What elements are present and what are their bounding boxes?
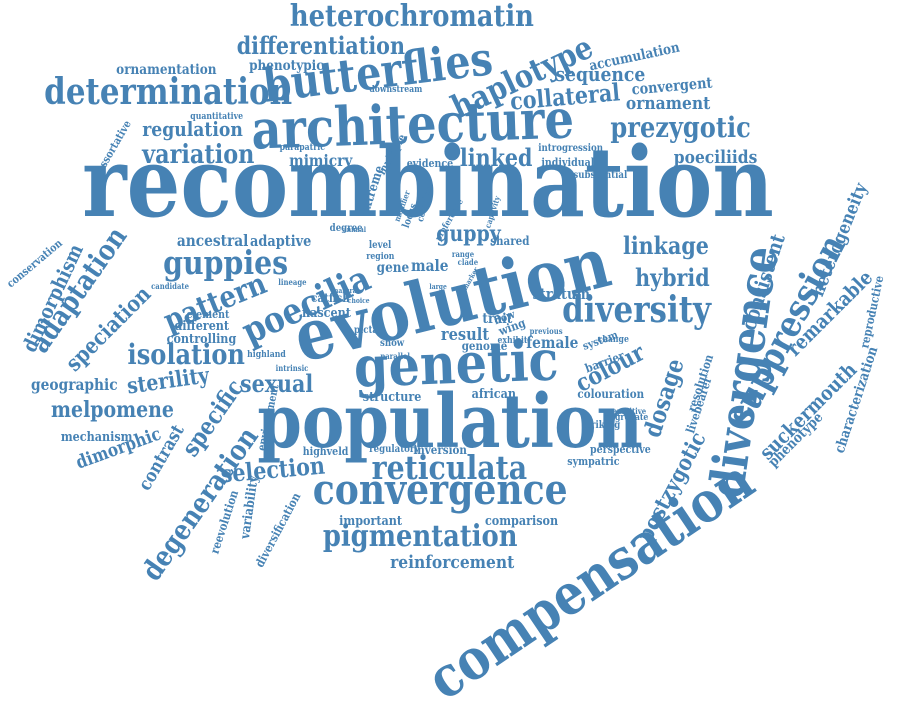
word-shared: shared bbox=[490, 234, 530, 248]
word-parallel: parallel bbox=[380, 351, 410, 361]
word-substantial: substantial bbox=[572, 170, 627, 181]
word-poeciliids: poeciliids bbox=[673, 147, 757, 168]
word-reinforcement: reinforcement bbox=[390, 552, 515, 573]
word-prezygotic: prezygotic bbox=[609, 111, 751, 144]
word-comparison: comparison bbox=[484, 513, 558, 529]
word-intrinsic: intrinsic bbox=[275, 363, 309, 373]
word-quantitative: quantitative bbox=[189, 111, 243, 122]
word-linked: linked bbox=[459, 143, 533, 172]
word-ancestral: ancestral bbox=[176, 231, 248, 250]
word-melpomene: melpomene bbox=[50, 397, 174, 423]
word-sympatric: sympatric bbox=[566, 454, 620, 468]
word-female: female bbox=[525, 333, 578, 352]
word-pigmentation: pigmentation bbox=[322, 519, 518, 554]
word-convergence: convergence bbox=[312, 465, 568, 514]
word-parapatric: parapatric bbox=[279, 142, 325, 153]
word-heterochromatin: heterochromatin bbox=[289, 0, 534, 34]
word-sexual: sexual bbox=[239, 369, 313, 398]
word-determination: determination bbox=[44, 71, 293, 113]
word-population: population bbox=[257, 379, 643, 465]
word-large: large bbox=[429, 281, 447, 291]
word-highveld: highveld bbox=[302, 444, 348, 458]
word-selection: selection bbox=[218, 450, 326, 489]
word-regulatory: regulatory bbox=[368, 444, 419, 455]
word-trait: trait bbox=[481, 311, 512, 327]
word-controlling: controlling bbox=[166, 331, 236, 347]
word-male: male bbox=[411, 256, 449, 275]
word-region: region bbox=[365, 251, 394, 262]
word-choice: choice bbox=[347, 295, 370, 305]
word-natural: natural bbox=[333, 285, 359, 295]
word-picta: picta bbox=[353, 325, 379, 336]
word-different: different bbox=[174, 318, 230, 334]
word-animal: animal bbox=[342, 224, 366, 234]
word-change: change bbox=[597, 334, 629, 345]
word-inversion: inversion bbox=[413, 443, 467, 457]
word-colouration: colouration bbox=[577, 387, 645, 401]
word-perspective: perspective bbox=[589, 442, 651, 456]
word-mimicry: mimicry bbox=[288, 151, 352, 170]
word-regulation: regulation bbox=[141, 117, 243, 141]
word-introgression: introgression bbox=[537, 143, 603, 154]
word-show: show bbox=[379, 338, 405, 349]
word-hybrid: hybrid bbox=[634, 263, 710, 292]
word-phenotypic: phenotypic bbox=[248, 58, 324, 74]
word-geographic: geographic bbox=[30, 375, 118, 394]
word-african: african bbox=[471, 386, 516, 402]
word-recombination: recombination bbox=[82, 126, 774, 239]
word-nascent: nascent bbox=[301, 305, 351, 321]
word-catfish: catfish bbox=[310, 291, 350, 305]
word-important: important bbox=[338, 513, 402, 529]
word-exhibit: exhibit bbox=[496, 335, 527, 346]
word-previous: previous bbox=[529, 326, 563, 336]
word-linkage: linkage bbox=[622, 231, 709, 260]
word-result: result bbox=[440, 324, 490, 345]
word-degree: degree bbox=[329, 223, 363, 234]
word-downstream: downstream bbox=[369, 84, 423, 95]
word-element: element bbox=[186, 307, 230, 321]
word-differentiation: differentiation bbox=[236, 31, 405, 60]
word-reticulata: reticulata bbox=[371, 447, 527, 487]
word-striking: striking bbox=[582, 420, 621, 431]
word-clade: clade bbox=[457, 257, 479, 267]
word-mechanism: mechanism bbox=[60, 429, 132, 445]
word-diversification: diversification bbox=[252, 490, 304, 570]
word-aggregate: aggregate bbox=[604, 412, 648, 423]
word-genome: genome bbox=[461, 339, 507, 353]
word-sequence: sequence bbox=[554, 62, 645, 86]
word-individual: individual bbox=[541, 155, 595, 169]
word-guppy: guppy bbox=[435, 221, 501, 247]
word-candidate: candidate bbox=[151, 281, 189, 291]
word-structure: structure bbox=[362, 389, 422, 405]
word-level: level bbox=[368, 240, 392, 251]
word-ornament: ornament bbox=[625, 93, 711, 114]
word-lineage: lineage bbox=[277, 277, 307, 287]
word-adaptive: adaptive bbox=[249, 231, 311, 250]
word-ornamentation: ornamentation bbox=[115, 62, 217, 78]
word-range: range bbox=[451, 249, 475, 259]
word-repetitive: repetitive bbox=[608, 406, 646, 416]
word-variation: variation bbox=[141, 140, 254, 170]
word-gene: gene bbox=[376, 260, 410, 276]
word-stratum: stratum bbox=[532, 284, 590, 303]
word-highland: highland bbox=[246, 349, 286, 360]
word-isolation: isolation bbox=[127, 338, 245, 371]
word-evidence: evidence bbox=[406, 156, 454, 170]
word-guppies: guppies bbox=[162, 242, 288, 282]
word-diversity: diversity bbox=[561, 289, 711, 331]
word-dosage: dosage bbox=[637, 354, 690, 441]
